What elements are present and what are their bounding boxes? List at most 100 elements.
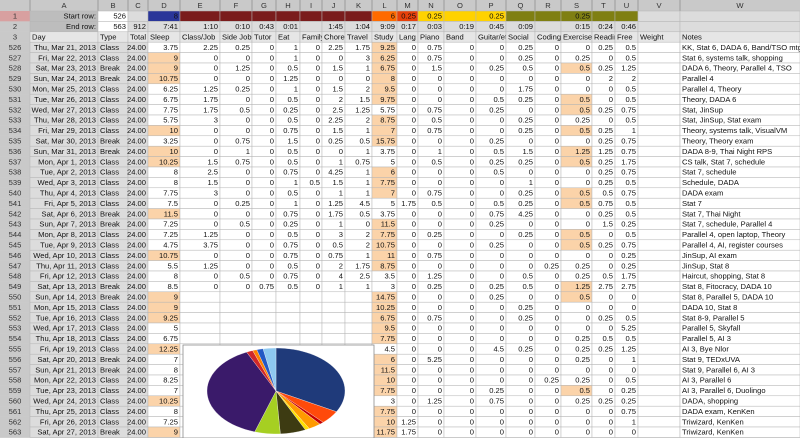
- cell-text: Class: [100, 43, 119, 52]
- row-number: 535: [9, 137, 22, 146]
- cell-text: 0.5: [625, 334, 636, 343]
- cell-text: 7:41: [163, 22, 178, 31]
- cell-text: 0.5: [579, 189, 590, 198]
- cell-text: 0: [366, 220, 370, 229]
- cell-text: 0: [470, 417, 474, 426]
- cell: [637, 405, 681, 417]
- column-letter: R: [545, 1, 551, 10]
- cell-text: 0:17: [401, 22, 416, 31]
- cell-text: 1.5: [207, 178, 218, 187]
- cell-text: 24.00: [127, 74, 146, 83]
- cell: [321, 312, 346, 324]
- cell-text: 7: [174, 355, 178, 364]
- cell-text: 0: [500, 126, 504, 135]
- cell-text: 0: [316, 168, 320, 177]
- cell-text: JinSup, Stat 8: [682, 261, 729, 270]
- cell-text: 24.00: [127, 168, 146, 177]
- cell: [219, 10, 253, 22]
- cell-text: 0: [586, 313, 590, 322]
- cell-text: 0.25: [598, 105, 613, 114]
- cell-text: 0: [529, 261, 533, 270]
- cell-text: 15.75: [376, 137, 395, 146]
- cell-text: 1: [294, 53, 298, 62]
- cell-text: 0: [412, 126, 416, 135]
- column-letter: U: [624, 1, 629, 10]
- cell-text: 0.25: [518, 313, 533, 322]
- cell-text: 4.5: [359, 199, 370, 208]
- cell-text: 0: [470, 386, 474, 395]
- cell-text: 0: [214, 74, 218, 83]
- cell-text: 0.75: [621, 168, 636, 177]
- cell-text: 24.00: [127, 345, 146, 354]
- cell-text: 0.75: [489, 397, 504, 406]
- cell: [637, 385, 681, 397]
- cell-text: 1: [246, 147, 250, 156]
- cell-text: 2.5: [332, 105, 343, 114]
- cell-text: 0: [470, 345, 474, 354]
- cell-text: Class: [100, 168, 119, 177]
- cell-text: 0.75: [427, 189, 442, 198]
- row-header: [0, 167, 30, 178]
- cell-text: 0: [270, 95, 274, 104]
- cell: [179, 322, 221, 334]
- cell-text: 0: [316, 199, 320, 208]
- cell-text: 0: [555, 428, 559, 437]
- cell-text: 0.75: [283, 126, 298, 135]
- cell-text: 11.5: [164, 209, 178, 218]
- cell-text: 24.00: [127, 147, 146, 156]
- column-letter: E: [197, 1, 202, 10]
- cell-text: 0.75: [283, 209, 298, 218]
- cell-text: 11.5: [381, 365, 395, 374]
- cell-text: 0.5: [625, 43, 636, 52]
- cell-text: 0: [500, 365, 504, 374]
- cell-text: Class: [100, 157, 119, 166]
- cell-text: 1.75: [621, 157, 636, 166]
- cell: [275, 301, 301, 313]
- cell: [534, 21, 562, 33]
- cell-text: 7.75: [380, 230, 395, 239]
- cell-text: 1.25: [235, 64, 250, 73]
- cell-text: 0: [555, 386, 559, 395]
- cell-text: 0.25: [283, 220, 298, 229]
- cell-text: Mon, Apr 1, 2013: [38, 157, 96, 166]
- cell-text: JinSup, AI exam: [682, 251, 737, 260]
- cell-text: 24.00: [127, 293, 146, 302]
- cell-text: 0: [412, 209, 416, 218]
- cell-text: 24.00: [127, 397, 146, 406]
- cell-text: 0: [586, 417, 590, 426]
- cell-text: 0: [555, 157, 559, 166]
- cell: [637, 312, 681, 324]
- cell-text: 0: [412, 261, 416, 270]
- cell-text: 1.5: [431, 64, 442, 73]
- cell-text: 0: [470, 43, 474, 52]
- cell: [127, 10, 149, 22]
- cell-text: 0: [438, 95, 442, 104]
- cell: [275, 312, 301, 324]
- cell-text: 8.5: [167, 282, 178, 291]
- cell-text: 1.5: [602, 220, 613, 229]
- cell-text: 0: [500, 334, 504, 343]
- cell-text: 0.25: [489, 282, 504, 291]
- cell-text: Class: [100, 376, 119, 385]
- cell-text: 5.25: [427, 355, 442, 364]
- cell-text: 0: [316, 282, 320, 291]
- cell-text: Mon, Apr 22, 2013: [34, 376, 96, 385]
- cell-text: 0.5: [493, 95, 504, 104]
- row-header: [0, 343, 30, 355]
- row-number: 542: [9, 209, 22, 218]
- row-header: [0, 250, 30, 261]
- cell-text: Tue, Apr 16, 2013: [36, 313, 96, 322]
- cell-text: 0: [586, 407, 590, 416]
- cell: [637, 239, 681, 251]
- cell-text: 0: [316, 95, 320, 104]
- cell-text: 0: [270, 168, 274, 177]
- cell-text: 1.75: [401, 199, 416, 208]
- cell-text: 0: [214, 126, 218, 135]
- cell-text: 0: [316, 53, 320, 62]
- column-title: Day: [32, 33, 46, 42]
- cell-text: 0: [609, 417, 613, 426]
- cell-text: Sun, Apr 21, 2013: [35, 365, 96, 374]
- cell-text: 8: [174, 407, 178, 416]
- cell-text: 0.5: [287, 147, 298, 156]
- cell: [637, 52, 681, 64]
